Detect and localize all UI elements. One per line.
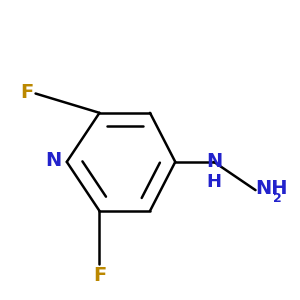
- Text: F: F: [20, 82, 33, 101]
- Text: NH: NH: [256, 179, 288, 198]
- Text: 2: 2: [273, 192, 282, 205]
- Text: F: F: [93, 266, 106, 285]
- Text: N: N: [206, 152, 222, 171]
- Text: N: N: [45, 151, 62, 170]
- Text: H: H: [206, 173, 221, 191]
